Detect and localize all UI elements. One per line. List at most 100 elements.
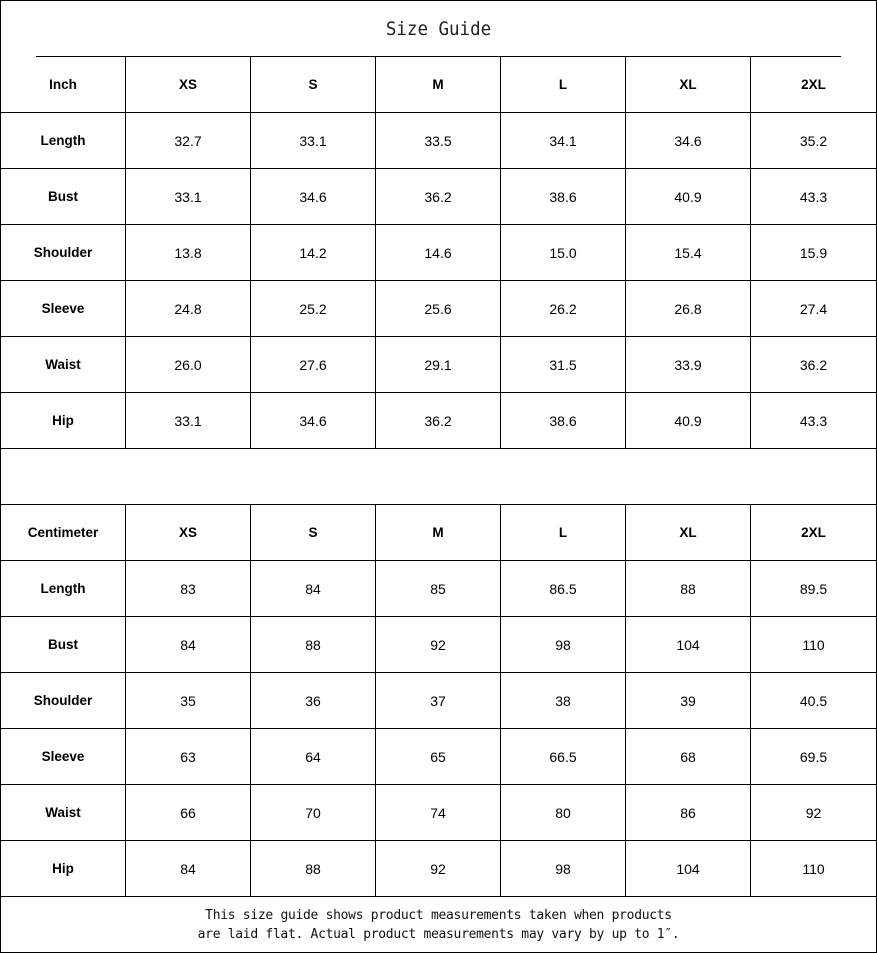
column-header: XL <box>626 505 751 560</box>
column-header: 2XL <box>801 525 826 540</box>
page-title: Size Guide <box>36 1 841 57</box>
table-cell: 88 <box>251 841 376 896</box>
table-cell: 66 <box>126 785 251 840</box>
table-cell: 33.9 <box>626 337 751 392</box>
table-cell: 38.6 <box>501 169 626 224</box>
table-cell: 34.6 <box>251 393 376 448</box>
table-cell: 98 <box>501 841 626 896</box>
row-label: Shoulder <box>1 225 126 280</box>
table-cell: 39 <box>626 673 751 728</box>
table-row: Shoulder 35 36 37 38 39 40.5 <box>1 673 876 729</box>
column-header: L <box>501 57 626 112</box>
row-label: Shoulder <box>1 673 126 728</box>
column-header: Centimeter <box>1 505 126 560</box>
column-header: XS <box>126 505 251 560</box>
table-cell: 86.5 <box>501 561 626 616</box>
column-header: XS <box>126 57 251 112</box>
column-header: M <box>376 57 501 112</box>
table-cell: 25.6 <box>376 281 501 336</box>
table-cell: 26.0 <box>126 337 251 392</box>
table-cell: 14.2 <box>251 225 376 280</box>
table-cell: 35.2 <box>799 132 828 149</box>
table-cell: 15.4 <box>626 225 751 280</box>
table-cell: 70 <box>251 785 376 840</box>
table-row: Hip 84 88 92 98 104 110 <box>1 841 876 897</box>
table-cell: 104 <box>626 841 751 896</box>
spacer-row <box>1 449 876 505</box>
table-cell: 83 <box>126 561 251 616</box>
column-header: L <box>501 505 626 560</box>
table-row: Shoulder 13.8 14.2 14.6 15.0 15.4 15.9 <box>1 225 876 281</box>
table-cell: 27.6 <box>251 337 376 392</box>
table-cell: 89.5 <box>799 580 828 597</box>
table-cell: 26.2 <box>501 281 626 336</box>
row-label: Hip <box>1 393 126 448</box>
table-cell: 88 <box>626 561 751 616</box>
table-cell: 34.6 <box>251 169 376 224</box>
table-cell: 33.1 <box>126 393 251 448</box>
table-cell: 33.1 <box>251 113 376 168</box>
table-row: Sleeve 24.8 25.2 25.6 26.2 26.8 27.4 <box>1 281 876 337</box>
table-cell: 98 <box>501 617 626 672</box>
table-cell: 92 <box>376 617 501 672</box>
table-cell: 36.2 <box>376 169 501 224</box>
table-cell: 104 <box>626 617 751 672</box>
table-cell: 43.3 <box>799 188 828 205</box>
table-cell: 31.5 <box>501 337 626 392</box>
table-cell: 34.1 <box>501 113 626 168</box>
table-cell: 37 <box>376 673 501 728</box>
row-label: Waist <box>1 337 126 392</box>
column-header: M <box>376 505 501 560</box>
row-label: Bust <box>1 617 126 672</box>
table-row: Waist 26.0 27.6 29.1 31.5 33.9 36.2 <box>1 337 876 393</box>
column-header: 2XL <box>801 77 826 92</box>
row-label: Length <box>1 561 126 616</box>
table-row: Waist 66 70 74 80 86 92 <box>1 785 876 841</box>
table-cell: 15.0 <box>501 225 626 280</box>
note-line-2: are laid flat. Actual product measuremen… <box>197 926 680 942</box>
table-cell: 38 <box>501 673 626 728</box>
table-cell: 15.9 <box>799 244 828 261</box>
table-cell: 36.2 <box>376 393 501 448</box>
table-row: Hip 33.1 34.6 36.2 38.6 40.9 43.3 <box>1 393 876 449</box>
table-cell: 92 <box>376 841 501 896</box>
table-cell: 84 <box>251 561 376 616</box>
row-label: Sleeve <box>1 729 126 784</box>
table-cell: 36.2 <box>799 356 828 373</box>
note-line-1: This size guide shows product measuremen… <box>205 907 672 923</box>
row-label: Length <box>1 113 126 168</box>
table-cell: 66.5 <box>501 729 626 784</box>
table-cell: 26.8 <box>626 281 751 336</box>
table-cell: 40.9 <box>626 393 751 448</box>
table-row: Length 32.7 33.1 33.5 34.1 34.6 35.2 <box>1 113 876 169</box>
table-cell: 84 <box>126 841 251 896</box>
table-cell: 92 <box>805 804 822 821</box>
table-cell: 69.5 <box>799 748 828 765</box>
row-label: Waist <box>1 785 126 840</box>
row-label: Bust <box>1 169 126 224</box>
table-cell: 24.8 <box>126 281 251 336</box>
table-cell: 40.9 <box>626 169 751 224</box>
inch-table: Inch XS S M L XL 2XL Length 32.7 33.1 33.5 34.1 34.6… <box>1 57 876 449</box>
table-cell: 68 <box>626 729 751 784</box>
table-cell: 65 <box>376 729 501 784</box>
table-cell: 86 <box>626 785 751 840</box>
column-header: XL <box>626 57 751 112</box>
table-cell: 27.4 <box>799 300 828 317</box>
table-cell: 36 <box>251 673 376 728</box>
column-header: Inch <box>1 57 126 112</box>
table-row: Bust 84 88 92 98 104 110 <box>1 617 876 673</box>
table-cell: 88 <box>251 617 376 672</box>
table-cell: 43.3 <box>799 412 828 429</box>
column-header: S <box>251 505 376 560</box>
table-cell: 13.8 <box>126 225 251 280</box>
table-cell: 80 <box>501 785 626 840</box>
table-cell: 29.1 <box>376 337 501 392</box>
table-cell: 110 <box>802 636 825 653</box>
row-label: Hip <box>1 841 126 896</box>
table-cell: 110 <box>802 860 825 877</box>
table-cell: 33.1 <box>126 169 251 224</box>
measurement-note: This size guide shows product measuremen… <box>1 897 876 953</box>
table-cell: 33.5 <box>376 113 501 168</box>
